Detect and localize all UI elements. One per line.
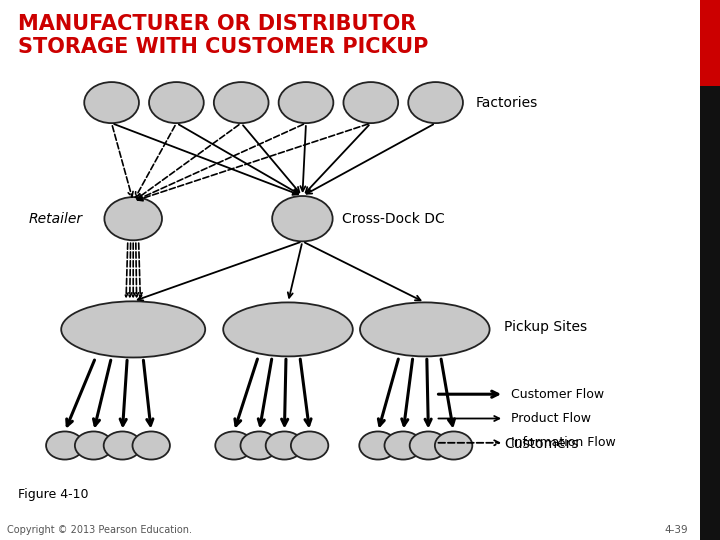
Circle shape — [410, 431, 447, 460]
Text: Pickup Sites: Pickup Sites — [504, 320, 587, 334]
Text: Retailer: Retailer — [29, 212, 83, 226]
Circle shape — [149, 82, 204, 123]
Circle shape — [46, 431, 84, 460]
Circle shape — [104, 431, 141, 460]
Circle shape — [359, 431, 397, 460]
Circle shape — [132, 431, 170, 460]
Circle shape — [384, 431, 422, 460]
Circle shape — [279, 82, 333, 123]
Circle shape — [214, 82, 269, 123]
Text: Customers: Customers — [504, 437, 578, 451]
Ellipse shape — [61, 301, 205, 357]
FancyBboxPatch shape — [700, 0, 720, 86]
Text: MANUFACTURER OR DISTRIBUTOR
STORAGE WITH CUSTOMER PICKUP: MANUFACTURER OR DISTRIBUTOR STORAGE WITH… — [18, 14, 428, 57]
Text: Figure 4-10: Figure 4-10 — [18, 488, 89, 501]
FancyBboxPatch shape — [700, 86, 720, 540]
Text: Information Flow: Information Flow — [511, 436, 616, 449]
Circle shape — [266, 431, 303, 460]
Circle shape — [291, 431, 328, 460]
Text: Customer Flow: Customer Flow — [511, 388, 604, 401]
Text: Cross-Dock DC: Cross-Dock DC — [342, 212, 445, 226]
Ellipse shape — [360, 302, 490, 356]
Circle shape — [272, 196, 333, 241]
Circle shape — [84, 82, 139, 123]
Circle shape — [75, 431, 112, 460]
Text: Factories: Factories — [475, 96, 537, 110]
Text: Product Flow: Product Flow — [511, 412, 591, 425]
Circle shape — [343, 82, 398, 123]
Text: Copyright © 2013 Pearson Education.: Copyright © 2013 Pearson Education. — [7, 525, 192, 535]
Circle shape — [240, 431, 278, 460]
Circle shape — [435, 431, 472, 460]
Text: 4-39: 4-39 — [664, 525, 688, 535]
Ellipse shape — [223, 302, 353, 356]
Circle shape — [104, 197, 162, 240]
Circle shape — [215, 431, 253, 460]
Circle shape — [408, 82, 463, 123]
